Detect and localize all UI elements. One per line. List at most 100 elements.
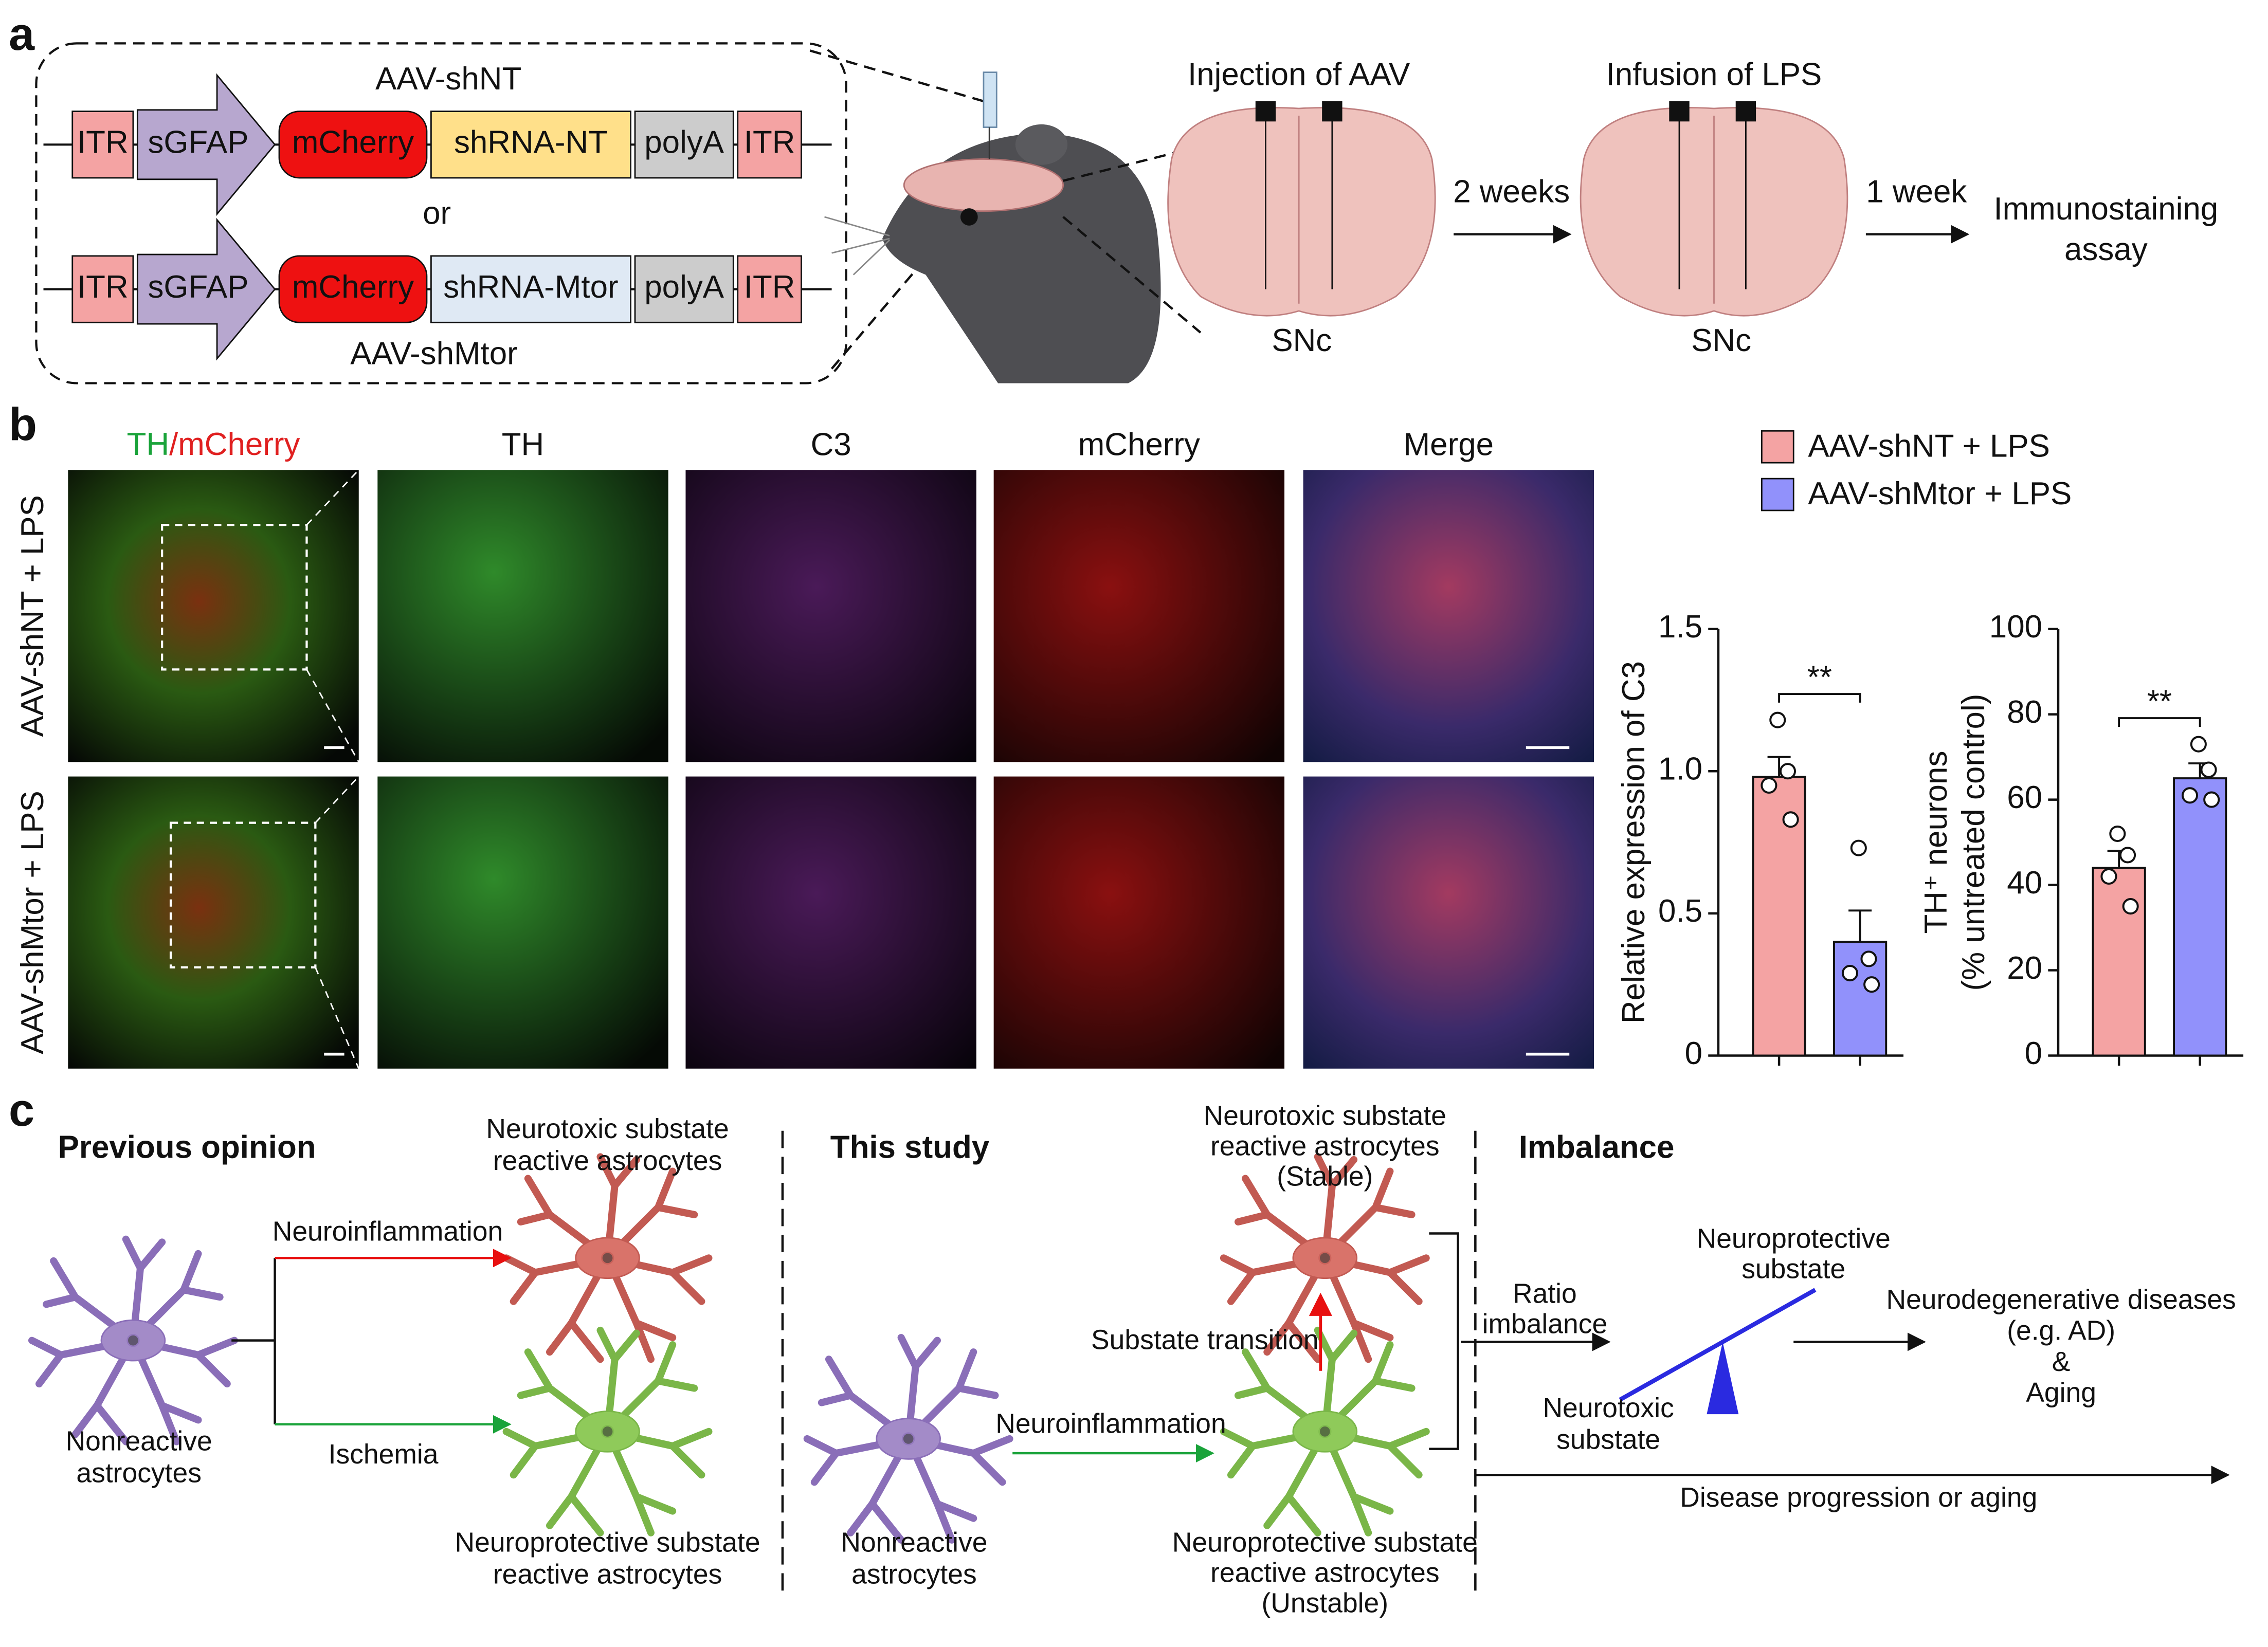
caption: reactive astrocytes <box>1210 1558 1439 1588</box>
caption: astrocytes <box>851 1559 977 1589</box>
zoom-box <box>169 821 317 969</box>
caption: substate <box>1556 1425 1660 1455</box>
legend-label: AAV-shNT + LPS <box>1808 428 2050 464</box>
caption: Neurotoxic <box>1543 1393 1674 1423</box>
construct-element <box>278 111 428 179</box>
data-point <box>1860 950 1877 967</box>
y-tick-label: 80 <box>2007 694 2042 730</box>
element-label: ITR <box>744 125 795 160</box>
or-label: or <box>423 195 451 231</box>
data-point <box>1850 839 1867 856</box>
column-header-part: / <box>169 427 178 463</box>
data-point <box>1782 811 1799 828</box>
region-label: SNc <box>1691 323 1751 358</box>
data-point <box>2109 825 2126 843</box>
construct-element <box>430 255 631 323</box>
data-point <box>1841 965 1858 982</box>
element-label: polyA <box>644 125 724 160</box>
data-point <box>1779 763 1797 780</box>
caption: Substate transition <box>1091 1325 1319 1356</box>
construct-element <box>634 111 734 179</box>
caption: Ischemia <box>329 1439 439 1470</box>
step-label: Infusion of LPS <box>1606 57 1822 92</box>
zoom-lines <box>1062 136 1237 334</box>
readout-label: assay <box>2064 232 2148 267</box>
element-label: ITR <box>77 269 129 305</box>
data-point <box>2100 868 2117 885</box>
element-label: sGFAP <box>148 125 248 160</box>
construct-element <box>278 255 428 323</box>
micrograph <box>993 776 1285 1069</box>
section-title: Previous opinion <box>58 1130 316 1165</box>
caption: reactive astrocytes <box>493 1559 722 1589</box>
data-point <box>2119 847 2136 864</box>
row-label: AAV-shMtor + LPS <box>15 791 50 1054</box>
column-header: Merge <box>1404 427 1494 463</box>
element-label: mCherry <box>292 125 414 160</box>
panel-label: b <box>9 399 37 450</box>
column-header: mCherry <box>1078 427 1200 463</box>
significance-bracket <box>2118 717 2201 727</box>
data-point <box>2181 787 2199 804</box>
constructs: ITR sGFAP mCherry shRNA-NT polyA ITR ITR sGFAP m… <box>43 73 832 361</box>
readout-label: Immunostaining <box>1993 191 2218 227</box>
region-label: SNc <box>1272 323 1332 358</box>
y-tick-label: 0 <box>2025 1036 2042 1071</box>
seesaw-pivot <box>1707 1342 1739 1415</box>
y-tick-label: 40 <box>2007 865 2042 901</box>
legend-swatch <box>1761 478 1794 511</box>
panel-label: c <box>9 1085 34 1136</box>
mouse <box>824 71 1161 383</box>
caption: Nonreactive <box>841 1527 987 1558</box>
data-point <box>2203 791 2220 808</box>
caption: imbalance <box>1482 1309 1608 1340</box>
data-point <box>1769 711 1786 728</box>
error-bar <box>1848 909 1872 942</box>
significance-label: ** <box>2147 684 2172 719</box>
branch <box>231 1258 276 1424</box>
construct-element <box>71 255 134 323</box>
construct-name: AAV-shNT <box>375 61 521 97</box>
caption: Neuroprotective <box>1697 1224 1891 1254</box>
micrograph <box>1303 776 1594 1069</box>
charts: AAV-shNT + LPS AAV-shMtor + LPS 0 0.5 1.0 1.5… <box>1616 428 2244 1071</box>
section-title: Imbalance <box>1519 1130 1675 1165</box>
interval-label: 1 week <box>1866 174 1967 209</box>
caption: (Stable) <box>1277 1162 1373 1192</box>
construct-frame <box>35 42 847 385</box>
bar <box>2092 867 2146 1057</box>
caption: & <box>2052 1347 2071 1377</box>
bar <box>1833 941 1888 1057</box>
y-axis-label: (% untreated control) <box>1956 694 1991 991</box>
y-tick-label: 1.0 <box>1658 752 1702 787</box>
interval-label: 2 weeks <box>1453 174 1570 209</box>
y-axis-label: Relative expression of C3 <box>1616 661 1652 1023</box>
element-label: shRNA-NT <box>454 125 608 160</box>
construct-element <box>71 111 134 179</box>
element-label: polyA <box>644 269 724 305</box>
caption: substate <box>1741 1254 1845 1285</box>
significance-bracket <box>1778 693 1861 703</box>
caption: Neuroprotective substate <box>1172 1527 1478 1558</box>
caption: reactive astrocytes <box>1210 1131 1439 1162</box>
column-header: TH/mCherry <box>127 427 300 463</box>
caption: Disease progression or aging <box>1680 1483 2037 1513</box>
promoter-arrow <box>136 73 276 216</box>
y-axis-label: TH⁺ neurons <box>1918 751 1954 934</box>
element-label: sGFAP <box>148 269 248 305</box>
legend-label: AAV-shMtor + LPS <box>1808 476 2072 511</box>
micrograph <box>993 470 1285 762</box>
zoom-lines <box>315 776 360 1069</box>
data-point <box>2190 736 2207 753</box>
significance-label: ** <box>1807 660 1832 695</box>
micrograph <box>377 470 668 762</box>
construct-name: AAV-shMtor <box>350 336 518 371</box>
element-label: ITR <box>744 269 795 305</box>
data-point <box>2122 898 2139 915</box>
construct-element <box>634 255 734 323</box>
y-tick-label: 0.5 <box>1658 893 1702 929</box>
data-point <box>1863 976 1880 993</box>
panel-label: a <box>9 9 35 60</box>
